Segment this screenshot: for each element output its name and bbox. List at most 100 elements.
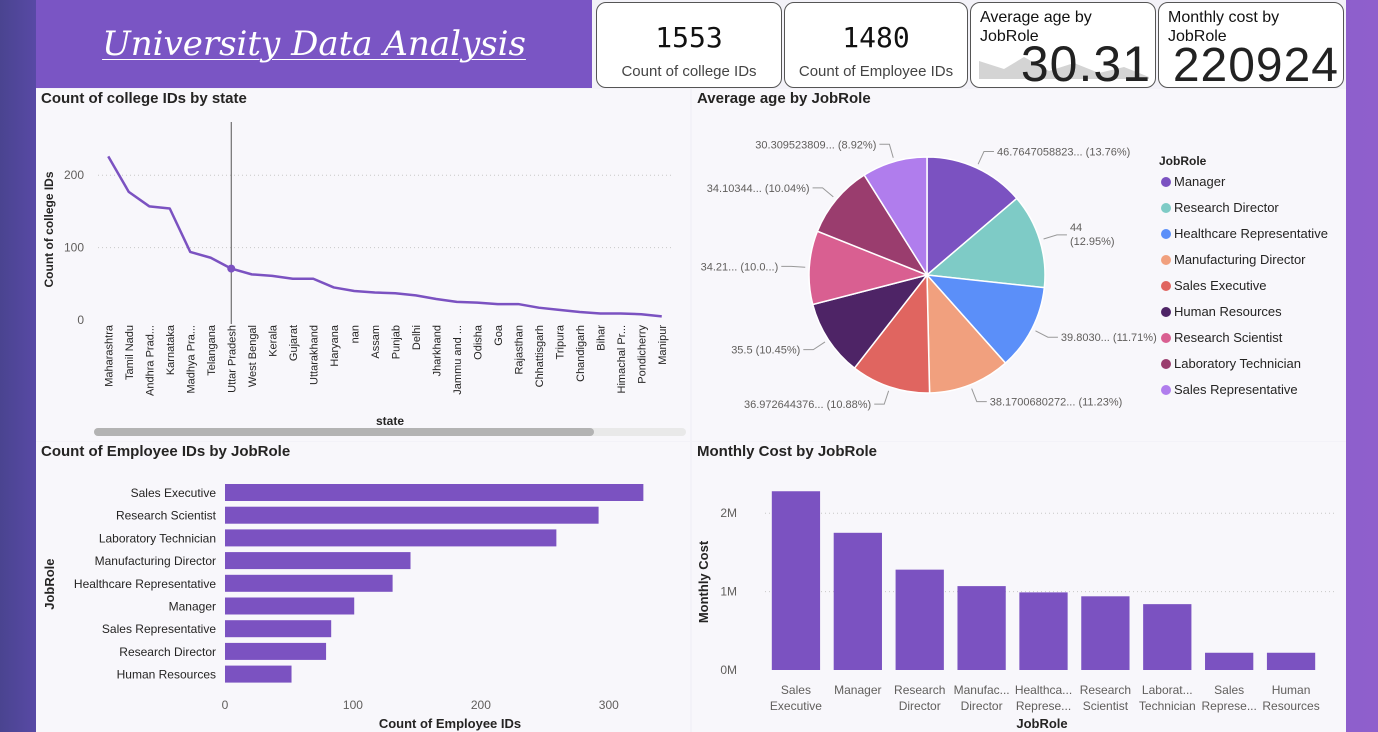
x-tick-label: Uttarakhand bbox=[308, 325, 320, 385]
kpi-value: 1553 bbox=[655, 21, 723, 54]
x-tick-label: Tamil Nadu bbox=[124, 325, 136, 380]
panel-title: Count of Employee IDs by JobRole bbox=[41, 443, 291, 460]
x-tick-label: Represe... bbox=[1201, 699, 1256, 713]
kpi-value: 220924 bbox=[1172, 39, 1339, 88]
legend-marker bbox=[1161, 359, 1171, 369]
x-tick-label: Chhattisgarh bbox=[534, 325, 546, 387]
bar bbox=[225, 506, 599, 524]
x-tick-label: Assam bbox=[370, 325, 382, 359]
panel-title: Average age by JobRole bbox=[697, 90, 871, 107]
pie-slice bbox=[808, 230, 930, 306]
x-tick-label: Executive bbox=[770, 699, 822, 713]
data-label: 34.21... (10.0...) bbox=[701, 261, 779, 273]
y-axis-title: Count of college IDs bbox=[42, 171, 56, 287]
pie-slice bbox=[853, 272, 931, 394]
x-tick-label: Resources bbox=[1262, 699, 1319, 713]
pie-slice bbox=[811, 273, 929, 370]
employee-bar-chart[interactable]: Sales Executive Research Scientist Laborat… bbox=[36, 442, 690, 732]
legend-entry: Research Director bbox=[1174, 200, 1279, 215]
state-line-chart[interactable]: 0 100 200 Count of college IDs Maharashtra Ta… bbox=[36, 89, 690, 441]
kpi-card-employee-count[interactable]: 1480 Count of Employee IDs bbox=[784, 2, 968, 88]
kpi-value: 30.31 bbox=[1020, 36, 1151, 88]
legend-entry: Healthcare Representative bbox=[1174, 226, 1328, 241]
legend-entry: Laboratory Technician bbox=[1174, 356, 1301, 371]
x-tick-label: Maharashtra bbox=[103, 324, 115, 387]
pie-slice bbox=[863, 156, 928, 278]
y-tick-label: 2M bbox=[720, 506, 737, 520]
leader-line bbox=[971, 388, 987, 403]
y-tick-label: Research Director bbox=[119, 645, 216, 659]
x-axis-title: JobRole bbox=[1016, 716, 1067, 731]
x-tick-label: Madhya Pra... bbox=[185, 325, 197, 393]
x-tick-label: Uttar Pradesh bbox=[226, 325, 238, 393]
data-label: 39.8030... (11.71%) bbox=[1061, 332, 1157, 344]
kpi-card-average-age[interactable]: Average age by JobRole 30.31 bbox=[970, 2, 1156, 88]
title-banner: University Data Analysis bbox=[36, 0, 592, 88]
x-tick-label: Jharkhand bbox=[431, 325, 443, 376]
bar bbox=[225, 529, 557, 547]
x-axis-title: Count of Employee IDs bbox=[379, 716, 521, 731]
y-tick-label: Manufacturing Director bbox=[95, 554, 216, 568]
bar bbox=[957, 586, 1006, 670]
y-tick-label: Sales Executive bbox=[131, 486, 217, 500]
leader-line bbox=[879, 143, 894, 158]
y-tick-label: 200 bbox=[64, 168, 84, 182]
x-tick-label: Haryana bbox=[329, 324, 341, 366]
bar bbox=[895, 569, 944, 670]
x-tick-label: Andhra Prad... bbox=[144, 325, 156, 396]
bar bbox=[225, 552, 411, 570]
scrollbar-thumb[interactable] bbox=[94, 428, 594, 436]
kpi-card-monthly-cost[interactable]: Monthly cost by JobRole 220924 bbox=[1158, 2, 1344, 88]
x-tick-label: Delhi bbox=[411, 325, 423, 350]
legend-entry: Human Resources bbox=[1174, 304, 1282, 319]
legend-entry: Manager bbox=[1174, 174, 1226, 189]
panel-age-by-jobrole[interactable]: Average age by JobRole 46.7647058823... … bbox=[692, 89, 1346, 441]
data-label: 38.1700680272... (11.23%) bbox=[990, 397, 1123, 409]
legend-marker bbox=[1161, 229, 1171, 239]
y-axis-title: JobRole bbox=[42, 559, 57, 610]
x-tick-label: Research bbox=[894, 683, 945, 697]
kpi-card-college-count[interactable]: 1553 Count of college IDs bbox=[596, 2, 782, 88]
x-tick-label: Pondicherry bbox=[636, 325, 648, 384]
x-tick-label: Himachal Pr... bbox=[616, 325, 628, 393]
legend-entry: Research Scientist bbox=[1174, 330, 1283, 345]
x-tick-label: Manager bbox=[834, 683, 881, 697]
bar bbox=[225, 620, 332, 638]
y-tick-label: 100 bbox=[64, 241, 84, 255]
x-tick-label: 100 bbox=[343, 698, 363, 712]
x-tick-label: Rajasthan bbox=[513, 325, 525, 375]
bar bbox=[1266, 652, 1316, 670]
age-pie-chart[interactable]: 46.7647058823... (13.76%) 44 (12.95%) 39.80… bbox=[692, 89, 1346, 441]
bar bbox=[225, 597, 355, 615]
y-tick-label: Laboratory Technician bbox=[99, 531, 216, 545]
page-title: University Data Analysis bbox=[102, 24, 526, 64]
legend-title: JobRole bbox=[1159, 154, 1207, 168]
y-tick-label: Human Resources bbox=[117, 668, 216, 682]
y-tick-label: Research Scientist bbox=[116, 509, 217, 523]
data-label: 30.309523809... (8.92%) bbox=[755, 139, 876, 151]
bar bbox=[1081, 596, 1130, 670]
x-tick-label: Kerala bbox=[267, 324, 279, 357]
data-label: 35.5 (10.45%) bbox=[731, 345, 800, 357]
bar bbox=[225, 665, 292, 683]
panel-employees-by-jobrole[interactable]: Count of Employee IDs by JobRole Sales E… bbox=[36, 442, 690, 732]
x-tick-label: Laborat... bbox=[1142, 683, 1193, 697]
legend-marker bbox=[1161, 255, 1171, 265]
kpi-title: Average age by JobRole bbox=[980, 9, 1092, 45]
x-tick-label: Karnataka bbox=[165, 324, 177, 375]
x-axis-title: state bbox=[376, 414, 404, 428]
panel-college-by-state[interactable]: Count of college IDs by state 0 100 200 Cou… bbox=[36, 89, 690, 441]
x-tick-label: Bihar bbox=[595, 325, 607, 351]
panel-cost-by-jobrole[interactable]: Monthly Cost by JobRole 0M 1M 2M Sales Execu… bbox=[692, 442, 1346, 732]
y-tick-label: 0 bbox=[77, 313, 84, 327]
x-tick-label: Goa bbox=[493, 324, 505, 346]
x-tick-label: Scientist bbox=[1083, 699, 1129, 713]
cost-column-chart[interactable]: 0M 1M 2M Sales Executive Manager Research Direc… bbox=[692, 442, 1346, 732]
legend-entry: Manufacturing Director bbox=[1174, 252, 1306, 267]
kpi-label: Count of Employee IDs bbox=[798, 63, 954, 80]
legend-marker bbox=[1161, 203, 1171, 213]
legend-marker bbox=[1161, 385, 1171, 395]
leader-line bbox=[812, 187, 834, 198]
y-tick-label: 0M bbox=[720, 663, 737, 677]
bar bbox=[771, 491, 821, 670]
